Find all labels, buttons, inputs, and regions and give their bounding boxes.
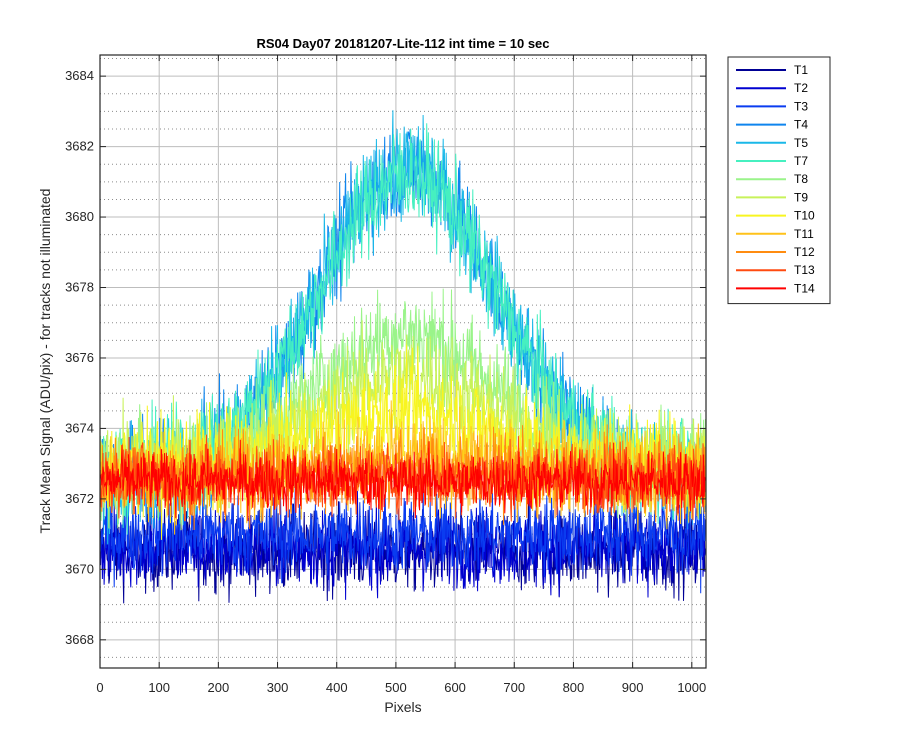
axes-frame <box>99 54 707 669</box>
x-tick-label: 800 <box>563 680 585 695</box>
legend-label-t3: T3 <box>794 99 808 113</box>
y-axis-label: Track Mean Signal (ADU/pix) - for tracks… <box>37 189 53 534</box>
y-tick-label: 3678 <box>65 280 94 295</box>
ticks: 0 100 200 300 400 500 600 700 800 900 1000 3668 3670… <box>65 55 706 695</box>
x-axis-label: Pixels <box>384 699 421 715</box>
legend-box <box>727 56 831 305</box>
x-tick-label: 500 <box>385 680 407 695</box>
legend-label-t7: T7 <box>794 154 808 168</box>
x-tick-label: 700 <box>503 680 525 695</box>
chart-title: RS04 Day07 20181207-Lite-112 int time = … <box>256 36 549 51</box>
y-tick-label: 3682 <box>65 139 94 154</box>
legend-label-t2: T2 <box>794 81 808 95</box>
series-line-t3 <box>100 478 706 594</box>
legend-label-t12: T12 <box>794 245 815 259</box>
x-tick-label: 1000 <box>677 680 706 695</box>
legend-label-t14: T14 <box>794 281 815 295</box>
y-tick-label: 3676 <box>65 350 94 365</box>
y-tick-label: 3684 <box>65 68 94 83</box>
legend[interactable]: T1 T2 T3 T4 T5 T7 T8 T9 T10 T11 T12 T13 T14 <box>727 56 831 305</box>
y-tick-label: 3674 <box>65 420 94 435</box>
x-tick-label: 600 <box>444 680 466 695</box>
y-tick-label: 3670 <box>65 561 94 576</box>
legend-label-t4: T4 <box>794 118 808 132</box>
x-tick-label: 300 <box>267 680 289 695</box>
series-line-t14 <box>100 439 706 522</box>
x-tick-label: 900 <box>622 680 644 695</box>
legend-label-t8: T8 <box>794 172 808 186</box>
y-tick-label: 3668 <box>65 632 94 647</box>
y-tick-label: 3680 <box>65 209 94 224</box>
legend-label-t5: T5 <box>794 136 808 150</box>
x-tick-label: 200 <box>208 680 230 695</box>
x-tick-label: 400 <box>326 680 348 695</box>
legend-label-t13: T13 <box>794 263 815 277</box>
x-tick-label: 100 <box>148 680 170 695</box>
legend-label-t1: T1 <box>794 63 808 77</box>
x-tick-label: 0 <box>96 680 103 695</box>
series-layer <box>100 110 706 604</box>
legend-label-t10: T10 <box>794 209 815 223</box>
y-tick-label: 3672 <box>65 491 94 506</box>
legend-label-t9: T9 <box>794 190 808 204</box>
legend-label-t11: T11 <box>794 227 814 241</box>
